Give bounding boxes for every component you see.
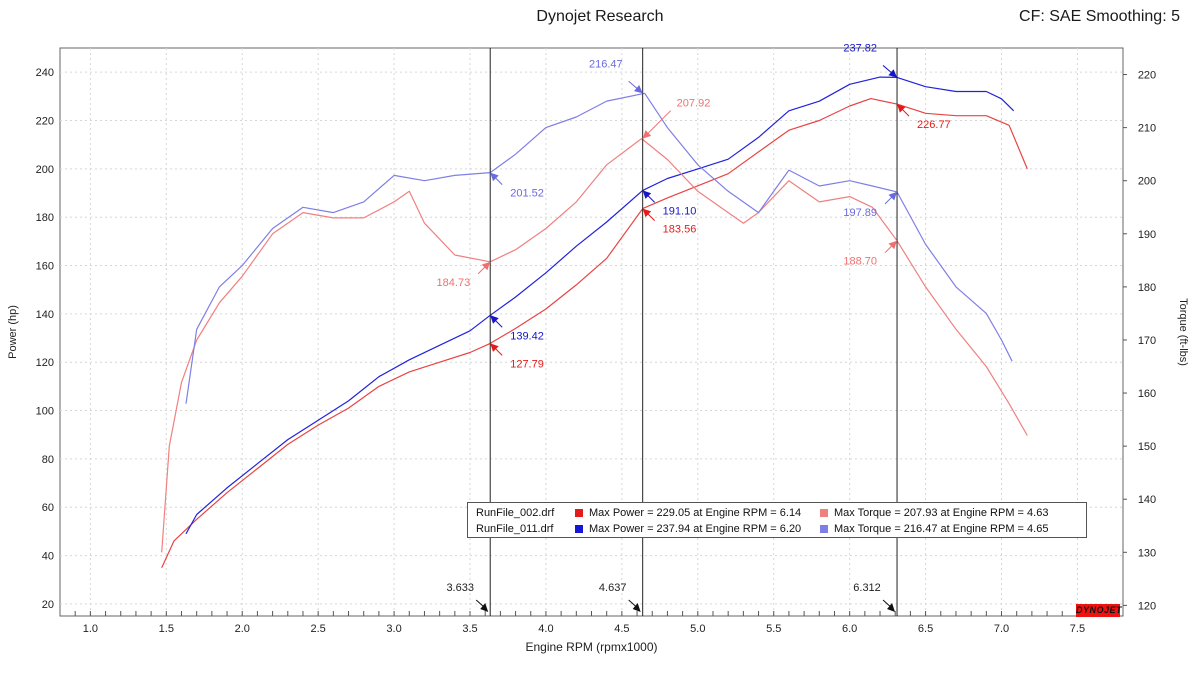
x-tick-label: 2.5 xyxy=(311,623,326,635)
legend-max-power-text-run011: Max Power = 237.94 at Engine RPM = 6.20 xyxy=(589,523,802,535)
cursor-arrow-head xyxy=(632,603,641,612)
y2-tick-label: 150 xyxy=(1138,441,1156,453)
x-tick-label: 2.0 xyxy=(235,623,250,635)
x-tick-label: 6.5 xyxy=(918,623,933,635)
legend-max-torque-run002: Max Torque = 207.93 at Engine RPM = 4.63 xyxy=(820,505,1048,521)
y2-tick-label: 210 xyxy=(1138,123,1156,135)
y-tick-label: 80 xyxy=(42,454,54,466)
y2-tick-label: 130 xyxy=(1138,547,1156,559)
x-tick-label: 1.0 xyxy=(83,623,98,635)
legend-file-run002: RunFile_002.drf xyxy=(476,507,555,519)
x-axis-label: Engine RPM (rpmx1000) xyxy=(525,640,657,654)
y2-tick-label: 220 xyxy=(1138,70,1156,82)
y2-tick-label: 190 xyxy=(1138,229,1156,241)
y-tick-label: 100 xyxy=(36,406,54,418)
series-line-2 xyxy=(161,138,1028,553)
legend-swatch-power-run011 xyxy=(575,525,583,533)
annotation-arrowhead xyxy=(490,172,499,182)
x-tick-label: 7.5 xyxy=(1070,623,1085,635)
y2-axis-label: Torque (ft-lbs) xyxy=(1177,298,1189,366)
annotation-arrowhead xyxy=(642,130,652,139)
y-tick-label: 120 xyxy=(36,357,54,369)
annotation-arrowhead xyxy=(642,208,652,218)
series-line-0 xyxy=(161,97,1028,568)
y-tick-label: 180 xyxy=(36,212,54,224)
cursor-label: 4.637 xyxy=(599,582,627,594)
annotation-value-label: 139.42 xyxy=(510,330,544,342)
legend-max-torque-text-run011: Max Torque = 216.47 at Engine RPM = 4.65 xyxy=(834,523,1049,535)
legend-max-power-run011: Max Power = 237.94 at Engine RPM = 6.20 xyxy=(575,521,801,537)
annotation-value-label: 184.73 xyxy=(437,277,471,289)
x-tick-label: 1.5 xyxy=(159,623,174,635)
annotation-arrowhead xyxy=(888,240,898,250)
y-tick-label: 240 xyxy=(36,67,54,79)
legend-max-torque-text-run002: Max Torque = 207.93 at Engine RPM = 4.63 xyxy=(834,507,1049,519)
y-tick-label: 200 xyxy=(36,164,54,176)
annotation-value-label: 191.10 xyxy=(663,205,697,217)
legend-swatch-torque-run011 xyxy=(820,525,828,533)
cursor-arrow-head xyxy=(887,603,896,612)
annotation-value-label: 237.82 xyxy=(843,42,877,54)
annotation-value-label: 188.70 xyxy=(843,256,877,268)
annotation-arrowhead xyxy=(888,69,898,78)
annotation-value-label: 183.56 xyxy=(663,224,697,236)
legend-max-power-text-run002: Max Power = 229.05 at Engine RPM = 6.14 xyxy=(589,507,802,519)
x-tick-label: 6.0 xyxy=(842,623,857,635)
annotation-value-label: 127.79 xyxy=(510,358,544,370)
annotation-arrowhead xyxy=(897,104,906,113)
annotation-value-label: 197.89 xyxy=(843,207,877,219)
annotation-value-label: 201.52 xyxy=(510,188,544,200)
y2-tick-label: 200 xyxy=(1138,176,1156,188)
annotation-value-label: 207.92 xyxy=(677,98,711,110)
annotation-arrowhead xyxy=(888,191,898,201)
annotation-value-label: 216.47 xyxy=(589,58,623,70)
y2-tick-label: 120 xyxy=(1138,600,1156,612)
x-tick-label: 4.5 xyxy=(614,623,629,635)
chart-title: Dynojet Research xyxy=(536,8,664,25)
legend: RunFile_002.drf Max Power = 229.05 at En… xyxy=(467,502,1087,538)
x-tick-label: 3.5 xyxy=(462,623,477,635)
y-axis-label: Power (hp) xyxy=(7,305,19,359)
legend-file-run011: RunFile_011.drf xyxy=(476,523,554,535)
y-tick-label: 220 xyxy=(36,116,54,128)
annotation-value-label: 226.77 xyxy=(917,119,951,131)
legend-swatch-torque-run002 xyxy=(820,509,828,517)
legend-swatch-power-run002 xyxy=(575,509,583,517)
x-tick-label: 4.0 xyxy=(538,623,553,635)
y-tick-label: 40 xyxy=(42,551,54,563)
legend-max-torque-run011: Max Torque = 216.47 at Engine RPM = 4.65 xyxy=(820,521,1048,537)
y-tick-label: 60 xyxy=(42,502,54,514)
annotation-arrowhead xyxy=(481,261,491,271)
cursor-arrow-head xyxy=(480,603,489,612)
annotation-arrowhead xyxy=(642,190,652,199)
legend-max-power-run002: Max Power = 229.05 at Engine RPM = 6.14 xyxy=(575,505,801,521)
cursor-label: 3.633 xyxy=(446,582,474,594)
correction-factor-info: CF: SAE Smoothing: 5 xyxy=(1019,8,1180,25)
x-tick-label: 5.5 xyxy=(766,623,781,635)
cursor-label: 6.312 xyxy=(853,582,881,594)
y2-tick-label: 160 xyxy=(1138,388,1156,400)
x-tick-label: 7.0 xyxy=(994,623,1009,635)
annotation-arrowhead xyxy=(633,85,643,94)
y-tick-label: 20 xyxy=(42,599,54,611)
x-tick-label: 5.0 xyxy=(690,623,705,635)
x-tick-label: 3.0 xyxy=(386,623,401,635)
y2-tick-label: 180 xyxy=(1138,282,1156,294)
y-tick-label: 140 xyxy=(36,309,54,321)
y2-tick-label: 170 xyxy=(1138,335,1156,347)
annotation-arrowhead xyxy=(490,315,499,324)
y2-tick-label: 140 xyxy=(1138,494,1156,506)
y-tick-label: 160 xyxy=(36,261,54,273)
dynojet-logo: DYNOJET xyxy=(1076,604,1123,617)
annotation-arrowhead xyxy=(490,343,499,352)
